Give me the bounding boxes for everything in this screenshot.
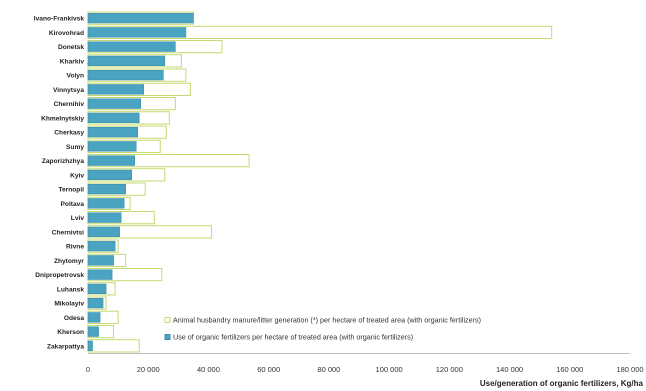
x-tick-label: 140 000 [496,365,523,374]
x-tick-label: 0 [86,365,90,374]
category-label-odesa: Odesa [64,315,84,322]
bar-use-kherson [87,326,99,337]
category-label-donetsk: Donetsk [58,44,84,51]
x-tick-label: 40 000 [197,365,220,374]
category-label-vinnytsya: Vinnytsya [53,87,84,94]
x-tick-labels: 0 20 000 40 000 60 000 80 000 100 000 120 000 1… [86,365,644,374]
category-label-rivne: Rivne [66,244,84,251]
bar-use-kirovohrad [87,27,187,38]
bar-use-ternopil [87,183,126,195]
legend: Animal husbandry manure/litter generatio… [164,316,481,342]
x-tick-label: 180 000 [616,365,643,374]
bar-use-khmelnytskiy [87,112,140,124]
category-label-poltava: Poltava [61,201,85,208]
category-label-volyn: Volyn [67,73,84,80]
category-label-cherkasy: Cherkasy [54,130,84,137]
bar-use-mikolayiv [87,297,104,309]
category-label-kharkiv: Kharkiv [60,58,85,65]
category-label-chernihiv: Chernihiv [54,101,85,108]
category-label-khmelnytskiy: Khmelnytskiy [41,115,84,122]
x-tick-label: 80 000 [317,365,340,374]
x-tick-label: 100 000 [376,365,403,374]
category-label-kherson: Kherson [57,329,84,336]
x-tick-label: 120 000 [436,365,463,374]
category-label-kyiv: Kyiv [70,172,84,179]
bar-use-rivne [87,240,116,252]
category-label-chernivtsi: Chernivtsi [52,229,84,236]
bar-use-kharkiv [87,55,166,67]
category-label-kirovohrad: Kirovohrad [49,30,84,37]
category-label-dnipropetrovsk: Dnipropetrovsk [35,272,84,279]
category-label-mikolayiv: Mikolayiv [54,301,84,308]
bar-use-zaporizhzhya [87,155,135,166]
bar-use-donetsk [87,41,176,52]
bar-use-odesa [87,312,101,323]
bar-use-kyiv [87,169,132,181]
x-tick-label: 160 000 [556,365,583,374]
bar-use-cherkasy [87,126,138,138]
x-tick-label: 60 000 [257,365,280,374]
bar-use-dnipropetrovsk [87,269,113,280]
bar-use-chernihiv [87,98,141,109]
category-label-zaporizhzhya: Zaporizhzhya [42,158,84,165]
bar-use-ivano-frankivsk [87,12,194,24]
legend-swatch-fertilizer-use [164,334,171,340]
bar-generation-zakarpattya [87,339,140,353]
bar-use-zhytomyr [87,255,114,266]
bar-use-chernivtsi [87,226,120,238]
bar-layer [87,11,553,353]
category-label-zakarpattya: Zakarpattya [47,343,84,350]
category-label-luhansk: Luhansk [57,286,84,293]
category-label-zhytomyr: Zhytomyr [54,258,84,265]
category-labels: Ivano-Frankivsk Kirovohrad Donetsk Kharkiv V… [34,16,85,351]
bar-use-volyn [87,69,164,81]
category-label-ivano-frankivsk: Ivano-Frankivsk [34,16,85,23]
bar-use-luhansk [87,283,107,295]
legend-label-fertilizer-use: Use of organic fertilizers per hectare o… [173,333,413,342]
x-tick-label: 20 000 [137,365,160,374]
category-label-ternopil: Ternopil [58,187,84,194]
bar-use-sumy [87,141,137,152]
bar-use-poltava [87,198,125,209]
bar-use-lviv [87,212,122,223]
legend-swatch-manure-generation [164,317,171,323]
bar-use-vinnytsya [87,84,145,95]
legend-label-manure-generation: Animal husbandry manure/litter generatio… [173,316,481,325]
category-label-lviv: Lviv [71,215,85,222]
x-axis-title: Use/generation of organic fertilizers, K… [480,379,644,388]
bar-use-zakarpattya [87,340,93,352]
category-label-sumy: Sumy [66,144,84,151]
